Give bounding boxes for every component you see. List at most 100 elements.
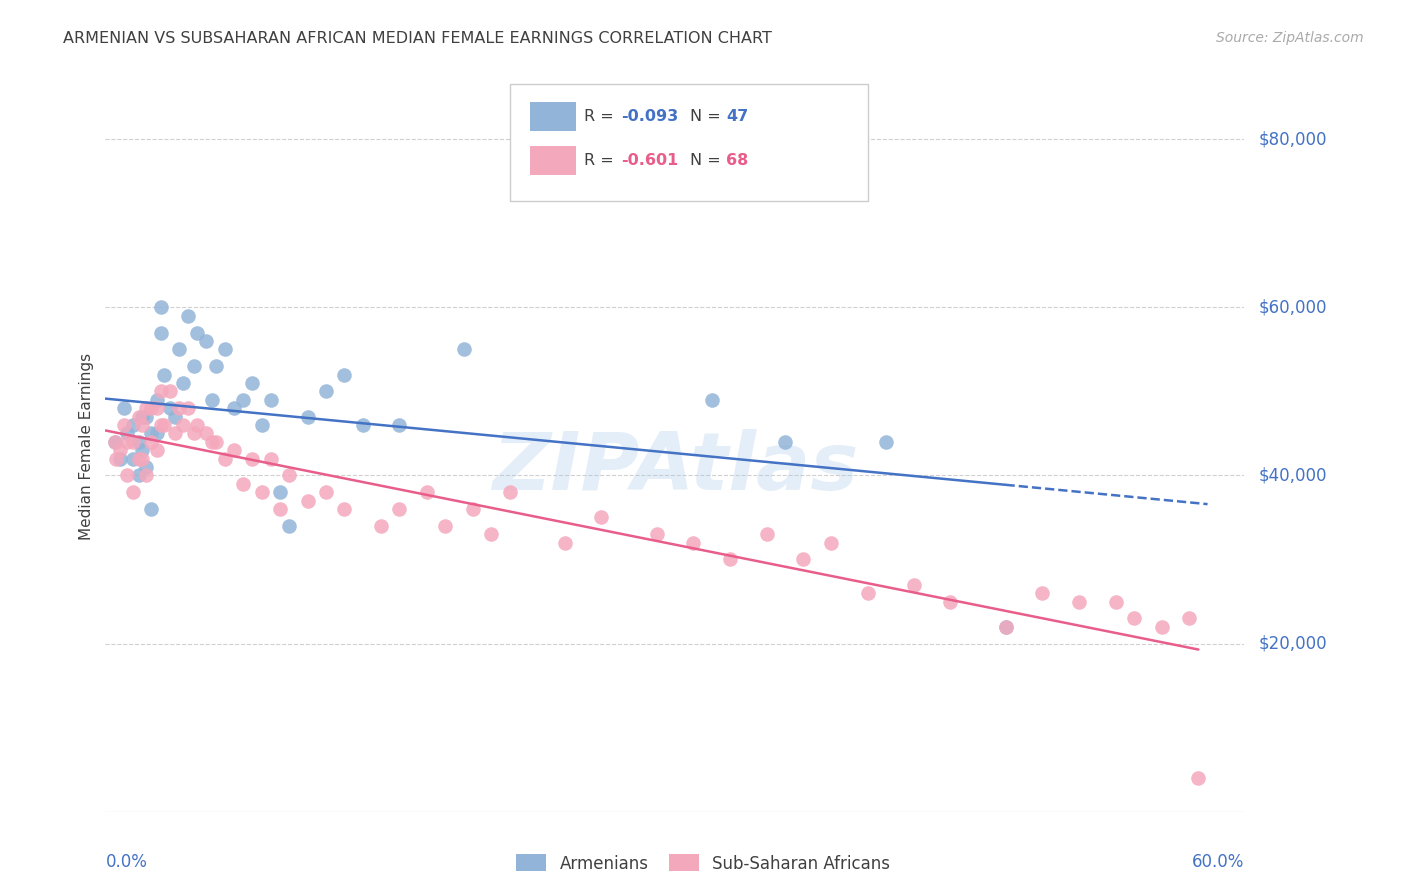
- Point: [128, 434, 150, 449]
- Text: $40,000: $40,000: [1258, 467, 1327, 484]
- Point: [135, 460, 157, 475]
- Point: [141, 434, 163, 449]
- Text: 60.0%: 60.0%: [1192, 854, 1244, 871]
- Point: [108, 451, 131, 466]
- Point: [149, 300, 172, 314]
- Point: [388, 502, 411, 516]
- Point: [333, 368, 356, 382]
- Point: [117, 468, 139, 483]
- Point: [232, 392, 254, 407]
- Point: [108, 443, 131, 458]
- Point: [105, 451, 128, 466]
- Legend: Armenians, Sub-Saharan Africans: Armenians, Sub-Saharan Africans: [509, 847, 897, 880]
- Point: [903, 578, 925, 592]
- Point: [498, 485, 520, 500]
- Point: [122, 485, 145, 500]
- Point: [242, 376, 264, 390]
- Point: [260, 392, 283, 407]
- Point: [315, 485, 337, 500]
- Point: [269, 502, 291, 516]
- Text: $60,000: $60,000: [1258, 298, 1327, 317]
- Point: [1187, 771, 1209, 785]
- Point: [792, 552, 814, 566]
- Point: [186, 417, 208, 432]
- Point: [269, 485, 291, 500]
- Point: [755, 527, 778, 541]
- Point: [135, 401, 157, 416]
- Point: [297, 493, 319, 508]
- Point: [278, 519, 301, 533]
- Point: [128, 409, 150, 424]
- Point: [149, 326, 172, 340]
- Point: [131, 417, 153, 432]
- Point: [183, 426, 205, 441]
- Point: [201, 434, 224, 449]
- Point: [682, 535, 704, 549]
- Point: [994, 620, 1017, 634]
- Y-axis label: Median Female Earnings: Median Female Earnings: [79, 352, 94, 540]
- Point: [201, 392, 224, 407]
- Point: [141, 401, 163, 416]
- Point: [112, 401, 135, 416]
- Point: [1123, 611, 1146, 625]
- Point: [453, 343, 475, 357]
- Point: [434, 519, 457, 533]
- Point: [186, 326, 208, 340]
- Text: R =: R =: [583, 153, 619, 169]
- Point: [172, 376, 194, 390]
- Point: [167, 401, 190, 416]
- Point: [388, 417, 411, 432]
- Point: [128, 451, 150, 466]
- Point: [167, 343, 190, 357]
- Point: [222, 443, 245, 458]
- Point: [352, 417, 374, 432]
- Point: [146, 426, 169, 441]
- Point: [146, 401, 169, 416]
- Point: [153, 368, 176, 382]
- Point: [1031, 586, 1053, 600]
- FancyBboxPatch shape: [530, 103, 576, 131]
- Point: [260, 451, 283, 466]
- Text: R =: R =: [583, 110, 619, 124]
- Point: [146, 443, 169, 458]
- Text: 47: 47: [725, 110, 748, 124]
- Point: [165, 409, 187, 424]
- Point: [222, 401, 245, 416]
- Point: [146, 392, 169, 407]
- Point: [461, 502, 484, 516]
- Point: [149, 384, 172, 399]
- Point: [232, 476, 254, 491]
- Point: [1178, 611, 1201, 625]
- Point: [131, 409, 153, 424]
- Point: [645, 527, 668, 541]
- Point: [297, 409, 319, 424]
- Text: ZIPAtlas: ZIPAtlas: [492, 429, 858, 507]
- Point: [994, 620, 1017, 634]
- Text: -0.601: -0.601: [621, 153, 679, 169]
- Text: N =: N =: [690, 110, 725, 124]
- Point: [1105, 594, 1128, 608]
- Point: [177, 401, 200, 416]
- FancyBboxPatch shape: [510, 84, 869, 201]
- Point: [333, 502, 356, 516]
- Point: [479, 527, 502, 541]
- Point: [112, 417, 135, 432]
- Point: [315, 384, 337, 399]
- Point: [856, 586, 879, 600]
- Point: [250, 485, 273, 500]
- Point: [131, 451, 153, 466]
- Point: [128, 468, 150, 483]
- Point: [177, 309, 200, 323]
- FancyBboxPatch shape: [530, 146, 576, 176]
- Point: [939, 594, 962, 608]
- Point: [875, 434, 897, 449]
- Text: 0.0%: 0.0%: [105, 854, 148, 871]
- Point: [554, 535, 576, 549]
- Point: [1067, 594, 1090, 608]
- Point: [183, 359, 205, 373]
- Text: N =: N =: [690, 153, 725, 169]
- Point: [122, 434, 145, 449]
- Point: [104, 434, 127, 449]
- Point: [131, 443, 153, 458]
- Point: [159, 384, 181, 399]
